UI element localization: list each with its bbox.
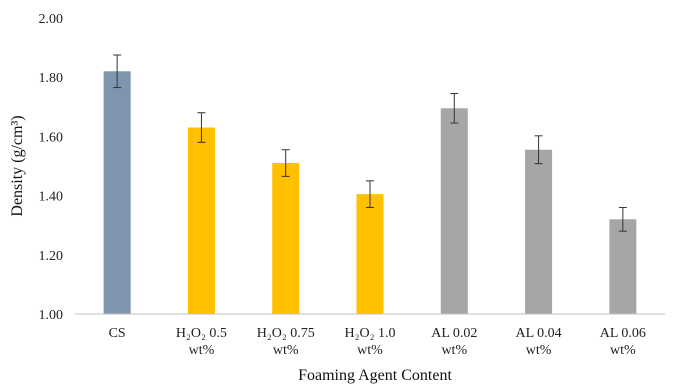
x-category-label: AL 0.04 [515, 326, 561, 341]
x-axis-title: Foaming Agent Content [298, 367, 452, 384]
x-category-label: H₂O₂ 0.5 [176, 326, 227, 341]
bar [356, 194, 384, 314]
bar [609, 219, 637, 314]
x-category-label: wt% [189, 343, 215, 358]
y-tick-label: 1.20 [39, 249, 64, 264]
x-axis-category-labels: CS H₂O₂ 0.5 wt% H₂O₂ 0.75 wt% H₂O₂ 1.0 wt% AL 0… [109, 326, 646, 358]
x-category-label: wt% [526, 343, 552, 358]
x-category-label: AL 0.06 [600, 326, 646, 341]
y-tick-label: 1.80 [39, 71, 64, 86]
x-category-label: wt% [441, 343, 467, 358]
x-category-label: CS [109, 326, 126, 341]
bar [187, 127, 215, 315]
x-category-label: wt% [610, 343, 636, 358]
x-category-label: wt% [273, 343, 299, 358]
error-bar [197, 112, 206, 143]
y-tick-label: 1.40 [39, 190, 64, 205]
x-category-label: wt% [357, 343, 383, 358]
x-category-label: H₂O₂ 0.75 [257, 326, 315, 341]
error-bars [113, 54, 627, 232]
x-category-label: H₂O₂ 1.0 [345, 326, 396, 341]
y-tick-label: 1.00 [39, 308, 64, 323]
bars [103, 71, 637, 315]
error-bar [281, 149, 290, 177]
error-bar [366, 180, 374, 208]
error-bar [618, 206, 627, 232]
y-tick-label: 2.00 [39, 12, 64, 27]
error-bar [450, 92, 459, 124]
y-tick-label: 1.60 [39, 130, 64, 145]
bar [525, 149, 553, 314]
x-category-label: AL 0.02 [431, 326, 477, 341]
error-bar [534, 135, 543, 165]
bar [103, 71, 131, 314]
error-bar [113, 54, 122, 89]
y-axis-title: Density (g/cm³) [9, 115, 26, 216]
bar [272, 163, 300, 314]
bar [440, 108, 468, 314]
y-axis-ticks: 1.00 1.20 1.40 1.60 1.80 2.00 [39, 12, 64, 323]
